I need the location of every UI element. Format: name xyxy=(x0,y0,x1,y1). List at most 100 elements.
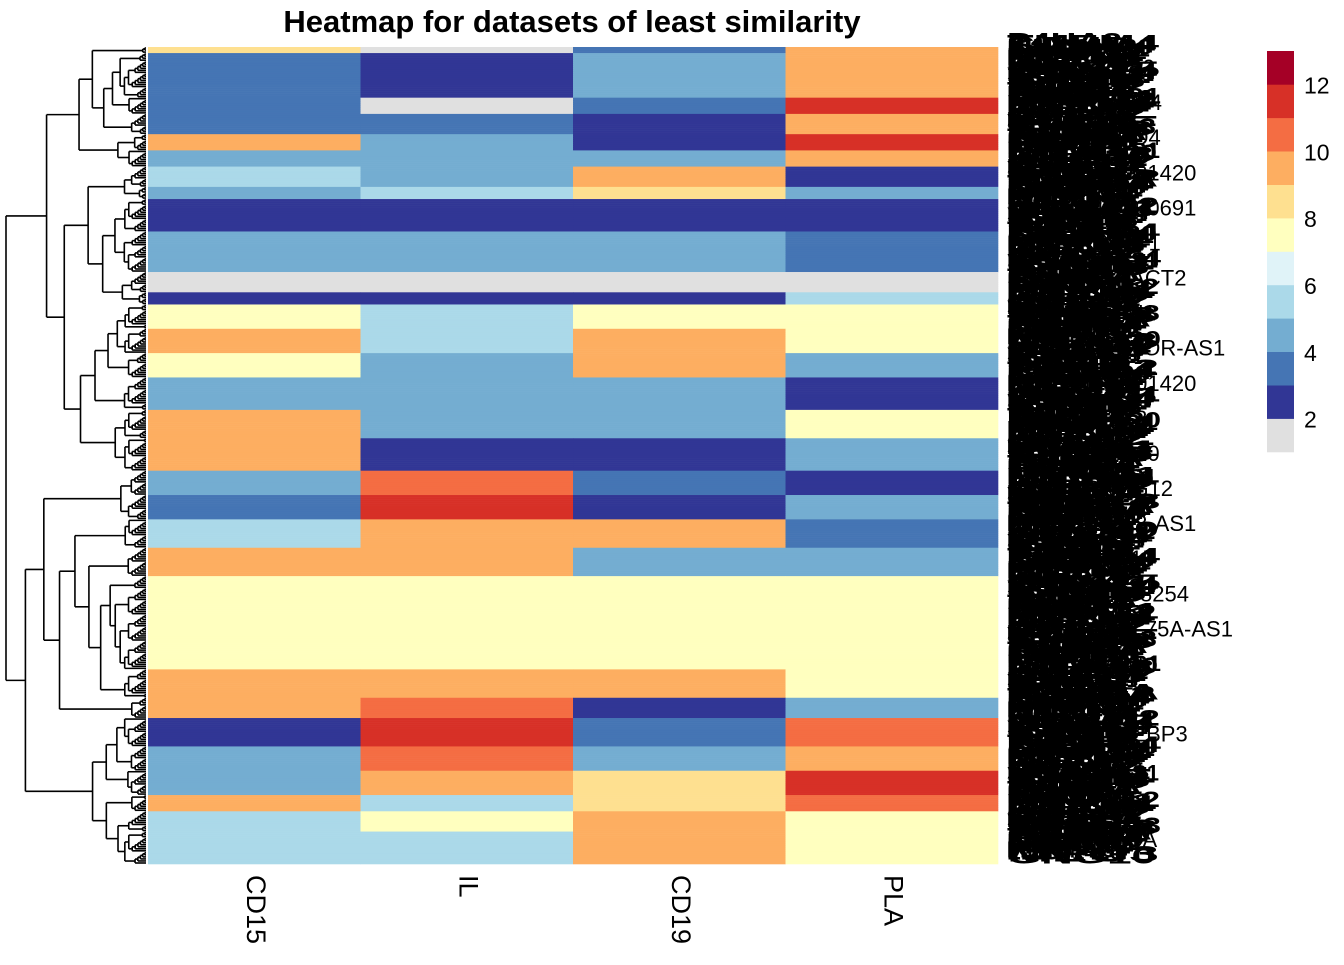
heatmap-cell xyxy=(785,225,999,228)
heatmap-cell xyxy=(785,687,999,690)
heatmap-cell xyxy=(148,251,361,255)
heatmap-cell xyxy=(785,645,999,648)
heatmap-cell xyxy=(573,119,786,123)
heatmap-cell xyxy=(573,261,786,265)
heatmap-cell xyxy=(148,758,361,761)
heatmap-cell xyxy=(148,430,361,433)
row-label: MEG8-AS1 xyxy=(1007,428,1131,453)
heatmap-cell xyxy=(573,839,786,842)
heatmap-cell xyxy=(360,788,574,792)
heatmap-cell xyxy=(573,772,786,776)
row-label: LRRC75A-AS1 xyxy=(1007,621,1126,646)
heatmap-cell xyxy=(573,454,786,457)
heatmap-cell xyxy=(573,288,786,291)
heatmap-cell xyxy=(148,638,361,642)
heatmap-cell xyxy=(360,324,574,328)
heatmap-cell xyxy=(785,162,999,165)
heatmap-cell xyxy=(573,835,786,838)
row-label: SNHG12 xyxy=(1007,706,1160,731)
heatmap-cell xyxy=(148,596,361,599)
heatmap-cell xyxy=(148,545,361,549)
heatmap-cell xyxy=(785,93,999,96)
heatmap-cell xyxy=(148,578,361,581)
heatmap-cell xyxy=(573,249,786,253)
heatmap-cell xyxy=(360,716,574,719)
heatmap-cell xyxy=(360,365,574,368)
heatmap-cell xyxy=(573,458,786,461)
row-label: MEG3 xyxy=(1007,329,1158,354)
row-label: SAMD4 xyxy=(1007,825,1144,850)
row-label: PTPN1 xyxy=(1007,649,1124,674)
heatmap-cell xyxy=(785,381,999,384)
heatmap-cell xyxy=(785,286,999,289)
heatmap-cell xyxy=(360,673,574,676)
heatmap-cell xyxy=(148,511,361,514)
heatmap-cell xyxy=(148,77,361,80)
heatmap-cell xyxy=(785,357,999,360)
heatmap-cell xyxy=(360,493,574,496)
heatmap-cell xyxy=(148,115,361,119)
heatmap-cell xyxy=(573,622,786,626)
heatmap-cell xyxy=(148,803,361,806)
heatmap-cell xyxy=(785,403,999,407)
heatmap-cell xyxy=(785,278,999,281)
heatmap-cell xyxy=(148,442,361,445)
heatmap-cell xyxy=(360,683,574,686)
heatmap-cell xyxy=(785,156,999,159)
heatmap-cell xyxy=(360,600,574,603)
heatmap-cell xyxy=(148,432,361,435)
heatmap-cell xyxy=(573,176,786,180)
heatmap-cell xyxy=(148,326,361,330)
row-label: LINC01420 xyxy=(1007,314,1139,339)
heatmap-cell xyxy=(360,79,574,82)
heatmap-cell xyxy=(360,132,574,135)
heatmap-cell xyxy=(573,628,786,632)
heatmap-cell xyxy=(360,89,574,92)
heatmap-cell xyxy=(148,381,361,384)
heatmap-cell xyxy=(785,77,999,80)
heatmap-cell xyxy=(360,428,574,431)
heatmap-cell xyxy=(785,235,999,238)
heatmap-cell xyxy=(573,720,786,723)
heatmap-cell xyxy=(360,722,574,725)
heatmap-cell xyxy=(785,543,999,547)
heatmap-cell xyxy=(148,742,361,745)
heatmap-cell xyxy=(360,359,574,362)
heatmap-cell xyxy=(785,655,999,658)
heatmap-cell xyxy=(785,474,999,478)
row-label: LRRC75A-AS1 xyxy=(1007,714,1148,739)
heatmap-cell xyxy=(148,505,361,508)
heatmap-cell xyxy=(360,117,574,121)
heatmap-cell xyxy=(785,582,999,585)
heatmap-cell xyxy=(785,535,999,538)
heatmap-cell xyxy=(785,300,999,303)
row-label: VWA1 xyxy=(1007,389,1148,414)
heatmap-cell xyxy=(785,677,999,680)
legend-swatch xyxy=(1267,318,1294,352)
row-label: SAMD4 xyxy=(1007,33,1157,58)
heatmap-cell xyxy=(360,734,574,737)
row-label: MEG8-AS1 xyxy=(1007,195,1156,220)
heatmap-cell xyxy=(785,466,999,469)
row-label: LINC01420 xyxy=(1007,594,1125,619)
heatmap-cell xyxy=(785,332,999,336)
heatmap-cell xyxy=(573,823,786,826)
heatmap-cell xyxy=(785,861,999,865)
heatmap-cell xyxy=(573,154,786,157)
heatmap-cell xyxy=(360,146,574,149)
row-label: RAB5A xyxy=(1007,540,1126,565)
heatmap-cell xyxy=(148,722,361,725)
heatmap-cell xyxy=(360,276,574,279)
heatmap-cell xyxy=(148,576,361,579)
heatmap-cell xyxy=(785,369,999,372)
heatmap-cell xyxy=(360,772,574,776)
heatmap-cell xyxy=(573,436,786,439)
heatmap-cell xyxy=(148,657,361,660)
row-label: LRRC75A-AS1 xyxy=(1007,341,1140,366)
heatmap-cell xyxy=(785,713,999,717)
heatmap-cell xyxy=(785,434,999,437)
heatmap-cell xyxy=(573,259,786,263)
heatmap-cell xyxy=(360,274,574,277)
heatmap-cell xyxy=(785,701,999,705)
heatmap-cell xyxy=(148,788,361,792)
